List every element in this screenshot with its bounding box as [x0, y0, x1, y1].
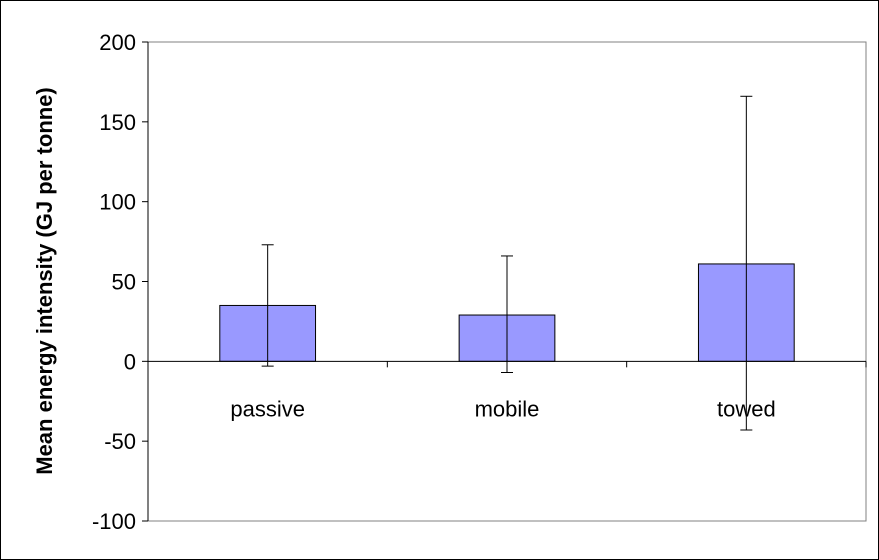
y-tick-label-0: 200 [99, 30, 136, 55]
y-axis-tick-labels: 200 150 100 50 0 -50 -100 [92, 30, 136, 534]
category-label-mobile: mobile [475, 396, 540, 421]
y-tick-label-6: -100 [92, 509, 136, 534]
error-bars [261, 95, 753, 431]
category-label-towed: towed [717, 396, 776, 421]
error-bar-towed [740, 95, 753, 431]
y-tick-label-4: 0 [124, 349, 136, 374]
category-label-passive: passive [230, 396, 305, 421]
error-bar-mobile [501, 255, 513, 374]
y-tick-label-1: 150 [99, 110, 136, 135]
y-axis-ticks [142, 41, 148, 522]
x-axis-ticks [147, 361, 867, 368]
error-bar-passive [261, 244, 274, 367]
y-axis-title: Mean energy intensity (GJ per tonne) [32, 87, 57, 475]
y-tick-label-3: 50 [112, 270, 136, 295]
x-axis-tick-labels: passive mobile towed [230, 396, 775, 421]
y-tick-label-2: 100 [99, 190, 136, 215]
y-tick-label-5: -50 [104, 429, 136, 454]
